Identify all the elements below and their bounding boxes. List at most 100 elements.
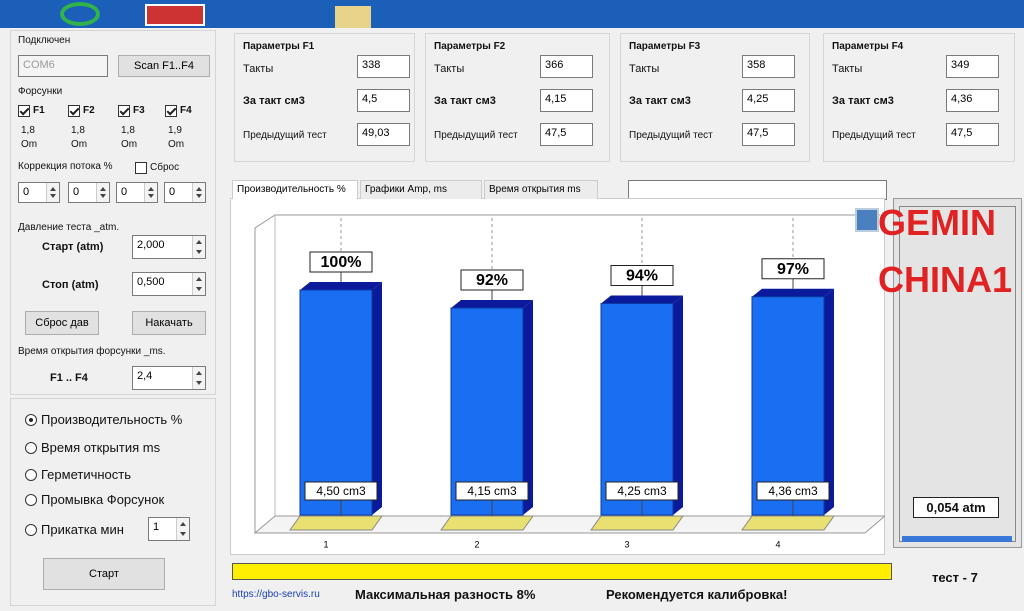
radio[interactable] (25, 494, 37, 506)
row-value[interactable]: 358 (742, 55, 795, 78)
row-label: За такт см3 (243, 95, 305, 107)
panel-title: Параметры F4 (832, 41, 904, 52)
row-value[interactable]: 47,5 (742, 123, 795, 146)
port-combo[interactable]: COM6 (18, 55, 108, 77)
label: F4 (180, 105, 192, 116)
value: 1 (153, 521, 160, 533)
label: F3 (133, 105, 145, 116)
panel-title: Параметры F2 (434, 41, 506, 52)
pump-button[interactable]: Накачать (132, 311, 206, 335)
flow-input[interactable]: 0 (18, 182, 60, 203)
row-value[interactable]: 47,5 (540, 123, 593, 146)
resistance: 1,9 (168, 125, 182, 136)
bar-front (751, 296, 825, 516)
flow-input[interactable]: 0 (116, 182, 158, 203)
unit: Om (21, 139, 38, 150)
text-field[interactable] (628, 180, 887, 200)
bar-side (372, 282, 382, 515)
parameter-panel (620, 33, 810, 162)
radio[interactable] (25, 414, 37, 426)
row-value[interactable]: 366 (540, 55, 593, 78)
radio[interactable] (25, 469, 37, 481)
tab[interactable]: Графики Amp, ms (360, 180, 482, 199)
panel-title: Параметры F3 (629, 41, 701, 52)
bar-base (440, 515, 534, 531)
start-input[interactable]: 2,000 (132, 235, 206, 259)
checkbox[interactable] (18, 105, 30, 117)
row-value[interactable]: 4,25 (742, 89, 795, 112)
row-value[interactable]: 47,5 (946, 123, 999, 146)
desktop-strip (0, 0, 1024, 28)
gauge-frame (899, 206, 1016, 542)
row-value[interactable]: 4,36 (946, 89, 999, 112)
label: Стоп (atm) (42, 279, 99, 291)
row-label: Такты (629, 63, 660, 75)
time-input[interactable]: 2,4 (132, 366, 206, 390)
volume-label: 4,36 cm3 (768, 484, 818, 498)
label: Старт (atm) (42, 241, 104, 253)
checkbox[interactable] (68, 105, 80, 117)
bar-front (600, 303, 674, 516)
value-label: 94% (626, 268, 658, 285)
settings-panel (10, 30, 216, 395)
row-label: Такты (832, 63, 863, 75)
bar-front (450, 307, 524, 516)
row-value[interactable]: 49,03 (357, 123, 410, 146)
checkbox[interactable] (118, 105, 130, 117)
volume-label-box (304, 481, 378, 501)
volume-label: 4,15 cm3 (467, 484, 517, 498)
row-value[interactable]: 4,15 (540, 89, 593, 112)
radio[interactable] (25, 524, 37, 536)
label: F2 (83, 105, 95, 116)
desktop-icon (145, 4, 205, 26)
run-in-input[interactable]: 1 (148, 517, 190, 541)
tab[interactable]: Время открытия ms (484, 180, 598, 199)
row-value[interactable]: 4,5 (357, 89, 410, 112)
label: F1 (33, 105, 45, 116)
tab[interactable]: Производительность % (232, 180, 358, 199)
resistance: 1,8 (121, 125, 135, 136)
reset-button[interactable]: Сброс дав (25, 311, 99, 335)
flow-input[interactable]: 0 (68, 182, 110, 203)
row-value[interactable]: 349 (946, 55, 999, 78)
value-label: 100% (321, 254, 362, 271)
label: Подключен (18, 35, 71, 46)
resistance: 1,8 (21, 125, 35, 136)
bar-base (289, 515, 383, 531)
link[interactable]: https://gbo-servis.ru (232, 589, 320, 600)
row-value[interactable]: 338 (357, 55, 410, 78)
recommendation: Рекомендуется калибровка! (606, 587, 788, 602)
volume-label: 4,50 cm3 (316, 484, 366, 498)
flow-input[interactable]: 0 (164, 182, 206, 203)
value-label-box (610, 265, 674, 286)
start-button[interactable]: Старт (43, 558, 165, 590)
bar-base (590, 515, 684, 531)
value: 2,000 (137, 239, 165, 251)
watermark: GEMIN (878, 202, 997, 243)
gauge-bar (902, 536, 1012, 542)
bar-top (752, 288, 834, 297)
value-label: 92% (476, 272, 508, 289)
label: Давление теста _atm. (18, 222, 120, 233)
bar (450, 300, 533, 516)
bar (299, 282, 382, 516)
row-label: За такт см3 (434, 95, 496, 107)
watermark: CHINA1 (878, 259, 1013, 300)
desktop-icon (335, 6, 371, 28)
save-icon[interactable] (855, 208, 879, 232)
radio-label: Прикатка мин (41, 522, 124, 537)
scan-button[interactable]: Scan F1..F4 (118, 55, 210, 77)
stop-input[interactable]: 0,500 (132, 272, 206, 296)
checkbox[interactable] (135, 162, 147, 174)
row-label: Предыдущий тест (629, 130, 713, 141)
resistance: 1,8 (71, 125, 85, 136)
value-label-box (309, 251, 373, 273)
radio[interactable] (25, 442, 37, 454)
row-label: Предыдущий тест (434, 130, 518, 141)
test-counter: тест - 7 (932, 570, 978, 585)
x-tick-label: 1 (323, 539, 328, 549)
bar-top (601, 295, 683, 304)
checkbox[interactable] (165, 105, 177, 117)
chart-wall (254, 214, 880, 533)
radio-label: Промывка Форсунок (41, 492, 165, 507)
